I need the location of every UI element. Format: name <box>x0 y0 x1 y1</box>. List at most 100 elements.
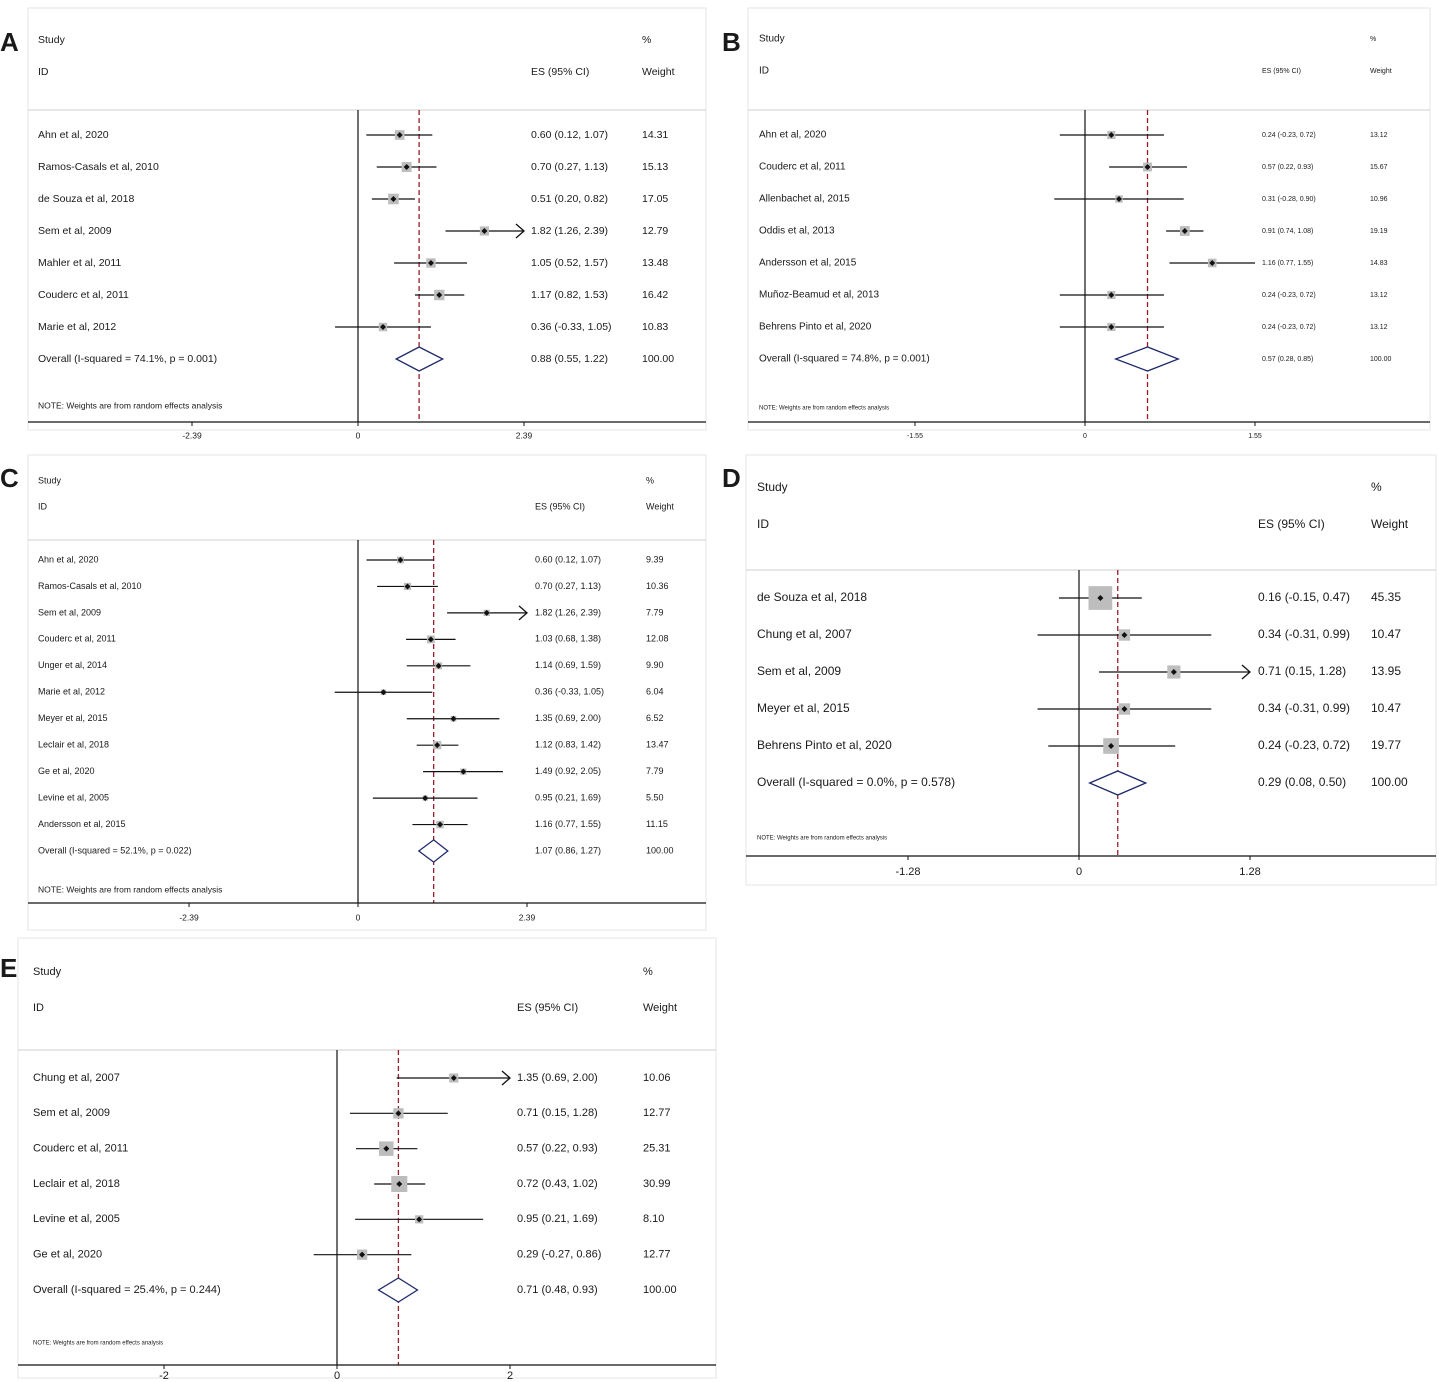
study-es-ci: 1.16 (0.77, 1.55) <box>535 819 601 829</box>
point-estimate <box>390 196 397 202</box>
x-axis-tick-label: 0 <box>356 912 361 922</box>
study-es-ci: 0.70 (0.27, 1.13) <box>535 581 601 591</box>
point-estimate <box>436 292 443 298</box>
panel-letter: D <box>722 463 741 493</box>
ci-arrow <box>1241 664 1251 680</box>
study-weight: 30.99 <box>643 1178 671 1190</box>
header-study: Study <box>38 34 66 46</box>
study-row: Leclair et al, 2018 0.72 (0.43, 1.02) 30.9… <box>33 1175 671 1193</box>
study-label: Unger et al, 2014 <box>38 660 107 670</box>
overall-weight: 100.00 <box>642 353 674 365</box>
header-weight: Weight <box>642 66 675 78</box>
study-label: Leclair et al, 2018 <box>38 740 109 750</box>
point-estimate <box>1108 324 1115 330</box>
ci-arrow <box>501 1070 511 1086</box>
study-es-ci: 0.29 (-0.27, 0.86) <box>517 1249 601 1261</box>
point-estimate <box>1116 196 1122 202</box>
panel-letter: C <box>0 463 19 493</box>
x-axis-tick-label: -2 <box>159 1370 169 1382</box>
study-label: Meyer et al, 2015 <box>38 713 108 723</box>
overall-es-ci: 0.88 (0.55, 1.22) <box>531 353 608 365</box>
study-label: Marie et al, 2012 <box>38 687 105 697</box>
panel-letter: B <box>722 27 741 57</box>
header-es: ES (95% CI) <box>535 501 585 511</box>
study-weight: 13.95 <box>1371 664 1401 678</box>
header-percent: % <box>646 475 654 485</box>
study-weight: 7.79 <box>646 607 664 617</box>
study-weight: 13.12 <box>1370 132 1388 139</box>
study-weight: 10.36 <box>646 581 669 591</box>
point-estimate <box>359 1251 366 1258</box>
x-axis-tick-label: -1.28 <box>895 866 920 878</box>
study-es-ci: 0.57 (0.22, 0.93) <box>517 1143 598 1155</box>
point-estimate <box>437 821 444 828</box>
study-weight: 45.35 <box>1371 590 1401 604</box>
overall-diamond <box>377 1277 419 1303</box>
header-id: ID <box>38 501 48 511</box>
study-es-ci: 0.91 (0.74, 1.08) <box>1262 228 1313 235</box>
overall-label: Overall (I-squared = 74.8%, p = 0.001) <box>759 354 930 365</box>
study-weight: 13.12 <box>1370 292 1388 299</box>
study-row: Allenbachet al, 2015 0.31 (-0.28, 0.90) 10… <box>759 194 1388 205</box>
study-es-ci: 0.36 (-0.33, 1.05) <box>535 687 604 697</box>
point-estimate <box>380 324 387 330</box>
x-axis-tick-label: 1.28 <box>1239 866 1260 878</box>
x-axis-tick-label: 2.39 <box>516 430 533 440</box>
study-row: de Souza et al, 2018 0.16 (-0.15, 0.47) 45… <box>757 586 1401 610</box>
study-label: Chung et al, 2007 <box>33 1072 120 1084</box>
x-axis-tick-label: -1.55 <box>907 433 923 440</box>
panel-background <box>745 454 1437 886</box>
study-weight: 14.83 <box>1370 260 1388 267</box>
overall-row: Overall (I-squared = 52.1%, p = 0.022) 1.… <box>38 839 674 863</box>
overall-label: Overall (I-squared = 52.1%, p = 0.022) <box>38 845 192 855</box>
panel-letter: A <box>0 27 19 57</box>
study-row: Ahn et al, 2020 0.60 (0.12, 1.07) 14.31 <box>38 129 668 141</box>
study-weight: 13.48 <box>642 257 668 269</box>
study-label: Chung et al, 2007 <box>757 627 852 641</box>
point-estimate <box>422 795 429 802</box>
study-es-ci: 0.60 (0.12, 1.07) <box>535 554 601 564</box>
study-weight: 6.52 <box>646 713 664 723</box>
study-weight: 8.10 <box>643 1213 664 1225</box>
point-estimate <box>395 1110 402 1117</box>
header-percent: % <box>1370 36 1376 43</box>
panel-background <box>27 7 707 431</box>
study-label: Sem et al, 2009 <box>38 225 112 237</box>
point-estimate <box>435 662 442 669</box>
ci-arrow <box>515 223 525 239</box>
study-row: de Souza et al, 2018 0.51 (0.20, 0.82) 17.… <box>38 193 668 205</box>
panel-a: A Study ID ES (95% CI)% Weight Ahn et al, 202… <box>0 7 707 440</box>
study-row: Chung et al, 2007 0.34 (-0.31, 0.99) 10.47 <box>757 627 1401 641</box>
study-es-ci: 0.36 (-0.33, 1.05) <box>531 321 612 333</box>
overall-weight: 100.00 <box>1371 775 1408 789</box>
panel-d: D Study ID ES (95% CI)% Weight de Souza et al… <box>722 454 1437 886</box>
weights-note: NOTE: Weights are from random effects an… <box>33 1341 163 1347</box>
point-estimate <box>396 1181 403 1187</box>
x-axis-tick-label: 0 <box>356 430 361 440</box>
ci-arrow <box>518 605 528 621</box>
point-estimate <box>1121 706 1128 712</box>
study-label: Ge et al, 2020 <box>33 1249 102 1261</box>
study-row: Behrens Pinto et al, 2020 0.24 (-0.23, 0.… <box>757 738 1401 754</box>
study-weight: 9.39 <box>646 554 664 564</box>
study-row: Oddis et al, 2013 0.91 (0.74, 1.08) 19.19 <box>759 226 1388 237</box>
study-es-ci: 0.34 (-0.31, 0.99) <box>1258 701 1350 715</box>
study-row: Unger et al, 2014 1.14 (0.69, 1.59) 9.90 <box>38 660 664 670</box>
point-estimate <box>380 689 387 696</box>
study-row: Meyer et al, 2015 0.34 (-0.31, 0.99) 10.47 <box>757 701 1401 715</box>
overall-diamond <box>394 346 445 372</box>
study-es-ci: 1.49 (0.92, 2.05) <box>535 766 601 776</box>
study-label: Behrens Pinto et al, 2020 <box>759 322 872 333</box>
study-es-ci: 1.14 (0.69, 1.59) <box>535 660 601 670</box>
x-axis-tick-label: -2.39 <box>182 430 202 440</box>
study-es-ci: 0.16 (-0.15, 0.47) <box>1258 590 1350 604</box>
overall-es-ci: 0.29 (0.08, 0.50) <box>1258 775 1346 789</box>
study-weight: 15.13 <box>642 161 668 173</box>
point-estimate <box>427 636 434 643</box>
study-weight: 17.05 <box>642 193 668 205</box>
study-es-ci: 1.82 (1.26, 2.39) <box>535 607 601 617</box>
overall-row: Overall (I-squared = 25.4%, p = 0.244) 0.… <box>33 1277 677 1303</box>
point-estimate <box>396 132 403 138</box>
study-row: Levine et al, 2005 0.95 (0.21, 1.69) 5.50 <box>38 792 664 802</box>
study-row: Andersson et al, 2015 1.16 (0.77, 1.55) 14… <box>759 258 1388 269</box>
